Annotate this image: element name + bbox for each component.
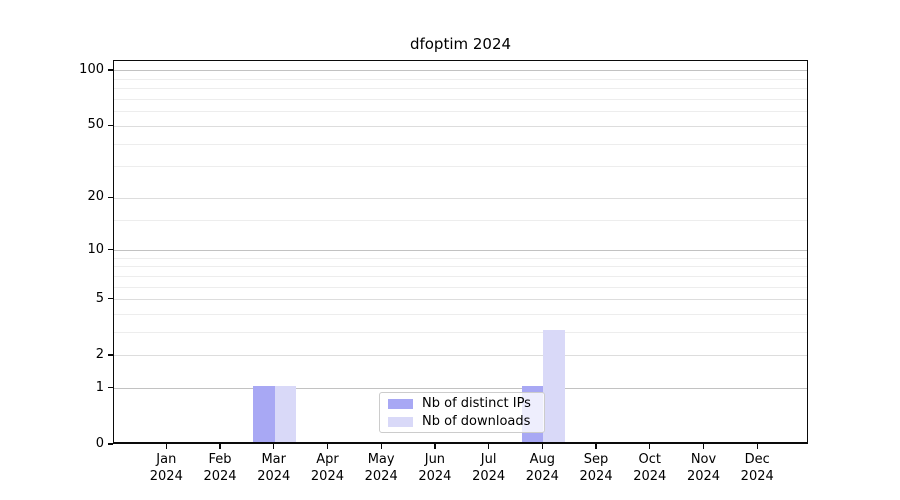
x-tick-label: Aug 2024: [525, 452, 559, 484]
bar-downloads: [274, 385, 297, 442]
y-tick-label: 50: [87, 117, 104, 133]
legend-label-downloads: Nb of downloads: [422, 413, 531, 429]
x-tick-mark: [380, 444, 382, 449]
gridline: [114, 275, 807, 277]
gridline: [114, 314, 807, 316]
gridline: [114, 355, 807, 357]
gridline: [114, 125, 807, 127]
plot-area: Nb of distinct IPs Nb of downloads: [113, 60, 808, 444]
x-tick-mark: [326, 444, 329, 449]
y-tick-mark: [108, 298, 113, 300]
x-tick-mark: [273, 444, 275, 449]
x-tick-mark: [541, 444, 543, 449]
y-tick-label: 1: [95, 379, 104, 395]
x-tick-mark: [434, 444, 436, 449]
y-tick-label: 20: [87, 189, 104, 205]
y-tick-label: 0: [95, 436, 104, 451]
x-tick-mark: [487, 444, 490, 449]
y-tick-mark: [108, 354, 113, 356]
x-tick-mark: [595, 444, 597, 449]
x-tick-label: Feb 2024: [203, 452, 237, 484]
x-tick-label: Apr 2024: [310, 452, 344, 484]
legend-swatch-downloads: [388, 416, 413, 427]
x-tick-mark: [756, 444, 758, 449]
gridline: [114, 78, 807, 80]
gridline: [114, 143, 807, 145]
gridline: [114, 250, 807, 252]
gridline: [114, 299, 807, 301]
legend: Nb of distinct IPs Nb of downloads: [379, 392, 545, 433]
gridline: [114, 286, 807, 288]
gridline: [114, 266, 807, 268]
y-tick-label: 100: [79, 61, 104, 77]
chart-title: dfoptim 2024: [409, 35, 512, 53]
gridline: [114, 388, 807, 390]
x-tick-mark: [649, 444, 651, 449]
x-tick-mark: [219, 444, 221, 449]
gridline: [114, 257, 807, 259]
gridline: [114, 332, 807, 334]
legend-item-distinct-ips: Nb of distinct IPs: [388, 395, 544, 411]
x-tick-label: Jan 2024: [149, 452, 183, 484]
x-tick-label: Oct 2024: [633, 452, 667, 484]
legend-item-downloads: Nb of downloads: [388, 413, 544, 429]
x-tick-label: Mar 2024: [257, 452, 291, 484]
y-tick-label: 2: [95, 346, 104, 362]
y-tick-mark: [108, 196, 113, 198]
x-tick-label: Jun 2024: [418, 452, 452, 484]
x-tick-mark: [702, 444, 705, 449]
gridline: [114, 219, 807, 221]
gridline: [114, 166, 807, 168]
gridline: [114, 197, 807, 199]
legend-swatch-distinct-ips: [388, 398, 413, 409]
x-tick-label: Dec 2024: [740, 452, 774, 484]
y-tick-mark: [108, 124, 113, 126]
gridline: [114, 70, 807, 72]
x-tick-label: May 2024: [364, 452, 398, 484]
y-tick-label: 5: [95, 290, 104, 306]
y-tick-mark: [108, 387, 113, 389]
bar-downloads: [543, 329, 565, 442]
y-tick-label: 10: [87, 241, 104, 257]
x-tick-label: Nov 2024: [686, 452, 721, 484]
x-tick-mark: [165, 444, 167, 449]
x-tick-label: Jul 2024: [472, 452, 506, 484]
y-tick-mark: [108, 249, 113, 251]
x-tick-label: Sep 2024: [579, 452, 613, 484]
y-tick-mark: [108, 443, 113, 445]
gridline: [114, 88, 807, 90]
y-tick-mark: [108, 69, 113, 71]
gridline: [114, 99, 807, 101]
bar-distinct-ips: [253, 385, 275, 442]
legend-label-distinct-ips: Nb of distinct IPs: [422, 395, 531, 411]
gridline: [114, 111, 807, 113]
